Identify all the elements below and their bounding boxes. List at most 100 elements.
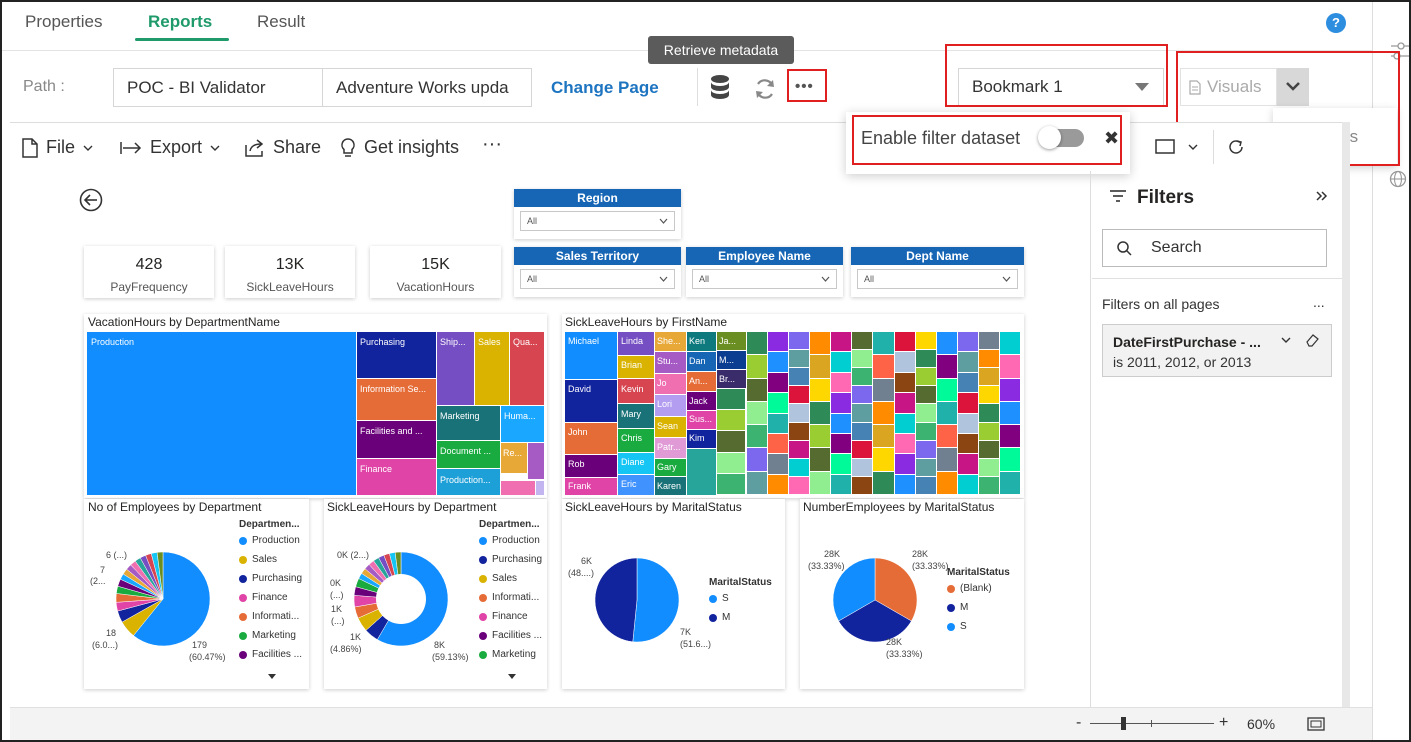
treemap-tile[interactable] — [978, 458, 999, 476]
treemap-tile[interactable] — [915, 440, 936, 458]
treemap-tile[interactable] — [789, 404, 810, 422]
treemap-tile[interactable] — [747, 471, 768, 494]
refresh-icon[interactable] — [753, 77, 777, 101]
treemap-tile[interactable] — [768, 454, 789, 474]
legend-scroll-down-icon[interactable] — [268, 674, 276, 680]
legend-item[interactable]: Sales — [479, 573, 517, 584]
treemap-tile[interactable] — [852, 422, 873, 440]
treemap-tile[interactable] — [978, 368, 999, 386]
treemap-tile[interactable] — [957, 393, 978, 413]
treemap-tile[interactable]: Michael — [565, 332, 617, 379]
treemap-tile[interactable] — [789, 422, 810, 440]
treemap-tile[interactable] — [789, 440, 810, 458]
treemap-tile[interactable] — [810, 378, 831, 401]
slicer-dropdown[interactable]: All — [520, 269, 675, 289]
zoom-in-button[interactable]: + — [1219, 714, 1229, 731]
slicer-dropdown[interactable]: All — [520, 211, 675, 231]
treemap-tile[interactable]: Sales — [475, 332, 509, 405]
chevron-down-icon[interactable] — [1188, 144, 1198, 150]
treemap-tile[interactable] — [894, 352, 915, 372]
legend-item[interactable]: Finance — [479, 611, 528, 622]
treemap-tile[interactable]: Diane — [618, 453, 654, 474]
treemap-tile[interactable] — [768, 413, 789, 433]
treemap-tile[interactable] — [810, 448, 831, 471]
legend-item[interactable]: S — [709, 593, 729, 604]
treemap-tile[interactable] — [999, 425, 1020, 448]
treemap-tile[interactable] — [852, 440, 873, 458]
donut-chart-sickleave[interactable] — [353, 551, 449, 647]
treemap-tile[interactable] — [789, 386, 810, 404]
treemap-tile[interactable] — [999, 378, 1020, 401]
export-menu[interactable]: Export — [120, 137, 220, 158]
treemap-tile[interactable] — [999, 471, 1020, 494]
treemap-tile[interactable] — [936, 425, 957, 448]
back-arrow-icon[interactable] — [79, 188, 103, 212]
legend-item[interactable]: Production — [479, 535, 540, 546]
treemap-vacation[interactable]: Production Purchasing Ship... Sales Qua.… — [87, 332, 544, 495]
visuals-dropdown[interactable]: Visuals — [1180, 68, 1277, 106]
treemap-tile[interactable] — [768, 433, 789, 454]
treemap-tile[interactable] — [978, 386, 999, 404]
treemap-tile[interactable] — [957, 474, 978, 494]
treemap-tile[interactable]: Brian — [618, 356, 654, 378]
treemap-tile[interactable] — [768, 332, 789, 352]
legend-item[interactable]: Informati... — [239, 611, 299, 622]
treemap-tile[interactable] — [936, 471, 957, 494]
treemap-tile[interactable]: Gary — [655, 459, 686, 476]
treemap-tile[interactable] — [894, 372, 915, 393]
chevron-down-icon[interactable] — [1281, 337, 1291, 343]
treemap-tile[interactable] — [717, 452, 745, 473]
treemap-tile[interactable] — [873, 378, 894, 401]
treemap-tile[interactable]: Kevin — [618, 379, 654, 403]
treemap-tile[interactable] — [810, 401, 831, 425]
slicer-sales-territory[interactable]: Sales Territory All — [514, 247, 681, 297]
treemap-tile[interactable] — [852, 404, 873, 422]
treemap-small-tiles[interactable] — [717, 389, 746, 495]
zoom-out-button[interactable]: - — [1076, 714, 1082, 731]
treemap-tile[interactable] — [936, 401, 957, 425]
visuals-expand-button[interactable] — [1277, 68, 1309, 106]
report-field[interactable]: Adventure Works upda — [322, 68, 532, 107]
treemap-tile[interactable]: Frank — [565, 478, 617, 495]
treemap-tile[interactable]: Ship... — [437, 332, 474, 405]
treemap-tile[interactable]: Eric — [618, 475, 654, 495]
treemap-tile[interactable]: Jo — [655, 374, 686, 394]
tab-reports[interactable]: Reports — [148, 12, 213, 31]
pie-slice[interactable] — [133, 551, 211, 647]
treemap-tile[interactable] — [747, 332, 768, 355]
treemap-tile[interactable]: Ken — [687, 332, 716, 351]
treemap-tile[interactable] — [873, 332, 894, 355]
treemap-tile[interactable] — [831, 454, 852, 474]
treemap-tile[interactable] — [936, 355, 957, 378]
treemap-tile[interactable]: Qua... — [510, 332, 544, 405]
treemap-tile[interactable]: Document ... — [437, 441, 500, 468]
sliders-icon[interactable] — [1389, 40, 1409, 62]
legend-item[interactable]: Facilities ... — [239, 649, 302, 660]
pie-slice[interactable] — [874, 557, 918, 622]
slicer-employee-name[interactable]: Employee Name All — [686, 247, 843, 297]
treemap-tile[interactable] — [768, 474, 789, 494]
zoom-slider-thumb[interactable] — [1121, 717, 1126, 730]
treemap-tile[interactable] — [873, 448, 894, 471]
treemap-tile[interactable]: Huma... — [501, 406, 544, 442]
legend-item[interactable]: Sales — [239, 554, 277, 565]
treemap-tile[interactable] — [717, 389, 745, 410]
treemap-tile[interactable] — [957, 413, 978, 433]
filters-section-more-button[interactable]: ... — [1313, 294, 1325, 310]
eraser-icon[interactable] — [1305, 333, 1319, 347]
legend-item[interactable]: M — [709, 612, 730, 623]
treemap-tile[interactable]: Ja... — [717, 332, 746, 350]
treemap-tile[interactable] — [915, 458, 936, 476]
treemap-tile[interactable] — [789, 332, 810, 350]
treemap-tile[interactable] — [894, 474, 915, 494]
legend-item[interactable]: (Blank) — [947, 583, 992, 594]
filter-card[interactable]: DateFirstPurchase - ... is 2011, 2012, o… — [1102, 324, 1332, 377]
treemap-tile[interactable] — [915, 350, 936, 368]
treemap-tile[interactable] — [687, 449, 716, 495]
treemap-tile[interactable] — [915, 422, 936, 440]
legend-item[interactable]: Purchasing — [239, 573, 302, 584]
legend-scroll-down-icon[interactable] — [508, 674, 516, 680]
treemap-tile[interactable] — [810, 471, 831, 494]
view-icon[interactable] — [1155, 139, 1175, 155]
treemap-tile[interactable] — [999, 355, 1020, 378]
